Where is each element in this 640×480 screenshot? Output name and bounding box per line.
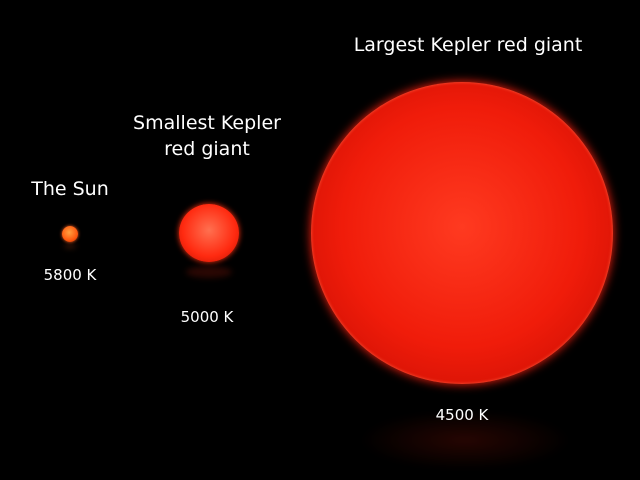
sun-temperature: 5800 K [43, 266, 97, 284]
largest-giant-label: Largest Kepler red giant [353, 34, 583, 56]
sun-star [62, 226, 78, 242]
smallest-giant-reflection [186, 266, 232, 278]
smallest-giant-temperature: 5000 K [180, 308, 234, 326]
sun-label: The Sun [31, 178, 109, 200]
largest-giant-reflection [360, 410, 570, 470]
smallest-giant-star [179, 204, 239, 262]
smallest-giant-label-line1: Smallest Kepler [133, 112, 281, 134]
sun-reflection [64, 244, 76, 248]
largest-giant-star [311, 82, 613, 384]
smallest-giant-label-line2: red giant [164, 138, 250, 160]
largest-giant-temperature: 4500 K [435, 406, 489, 424]
